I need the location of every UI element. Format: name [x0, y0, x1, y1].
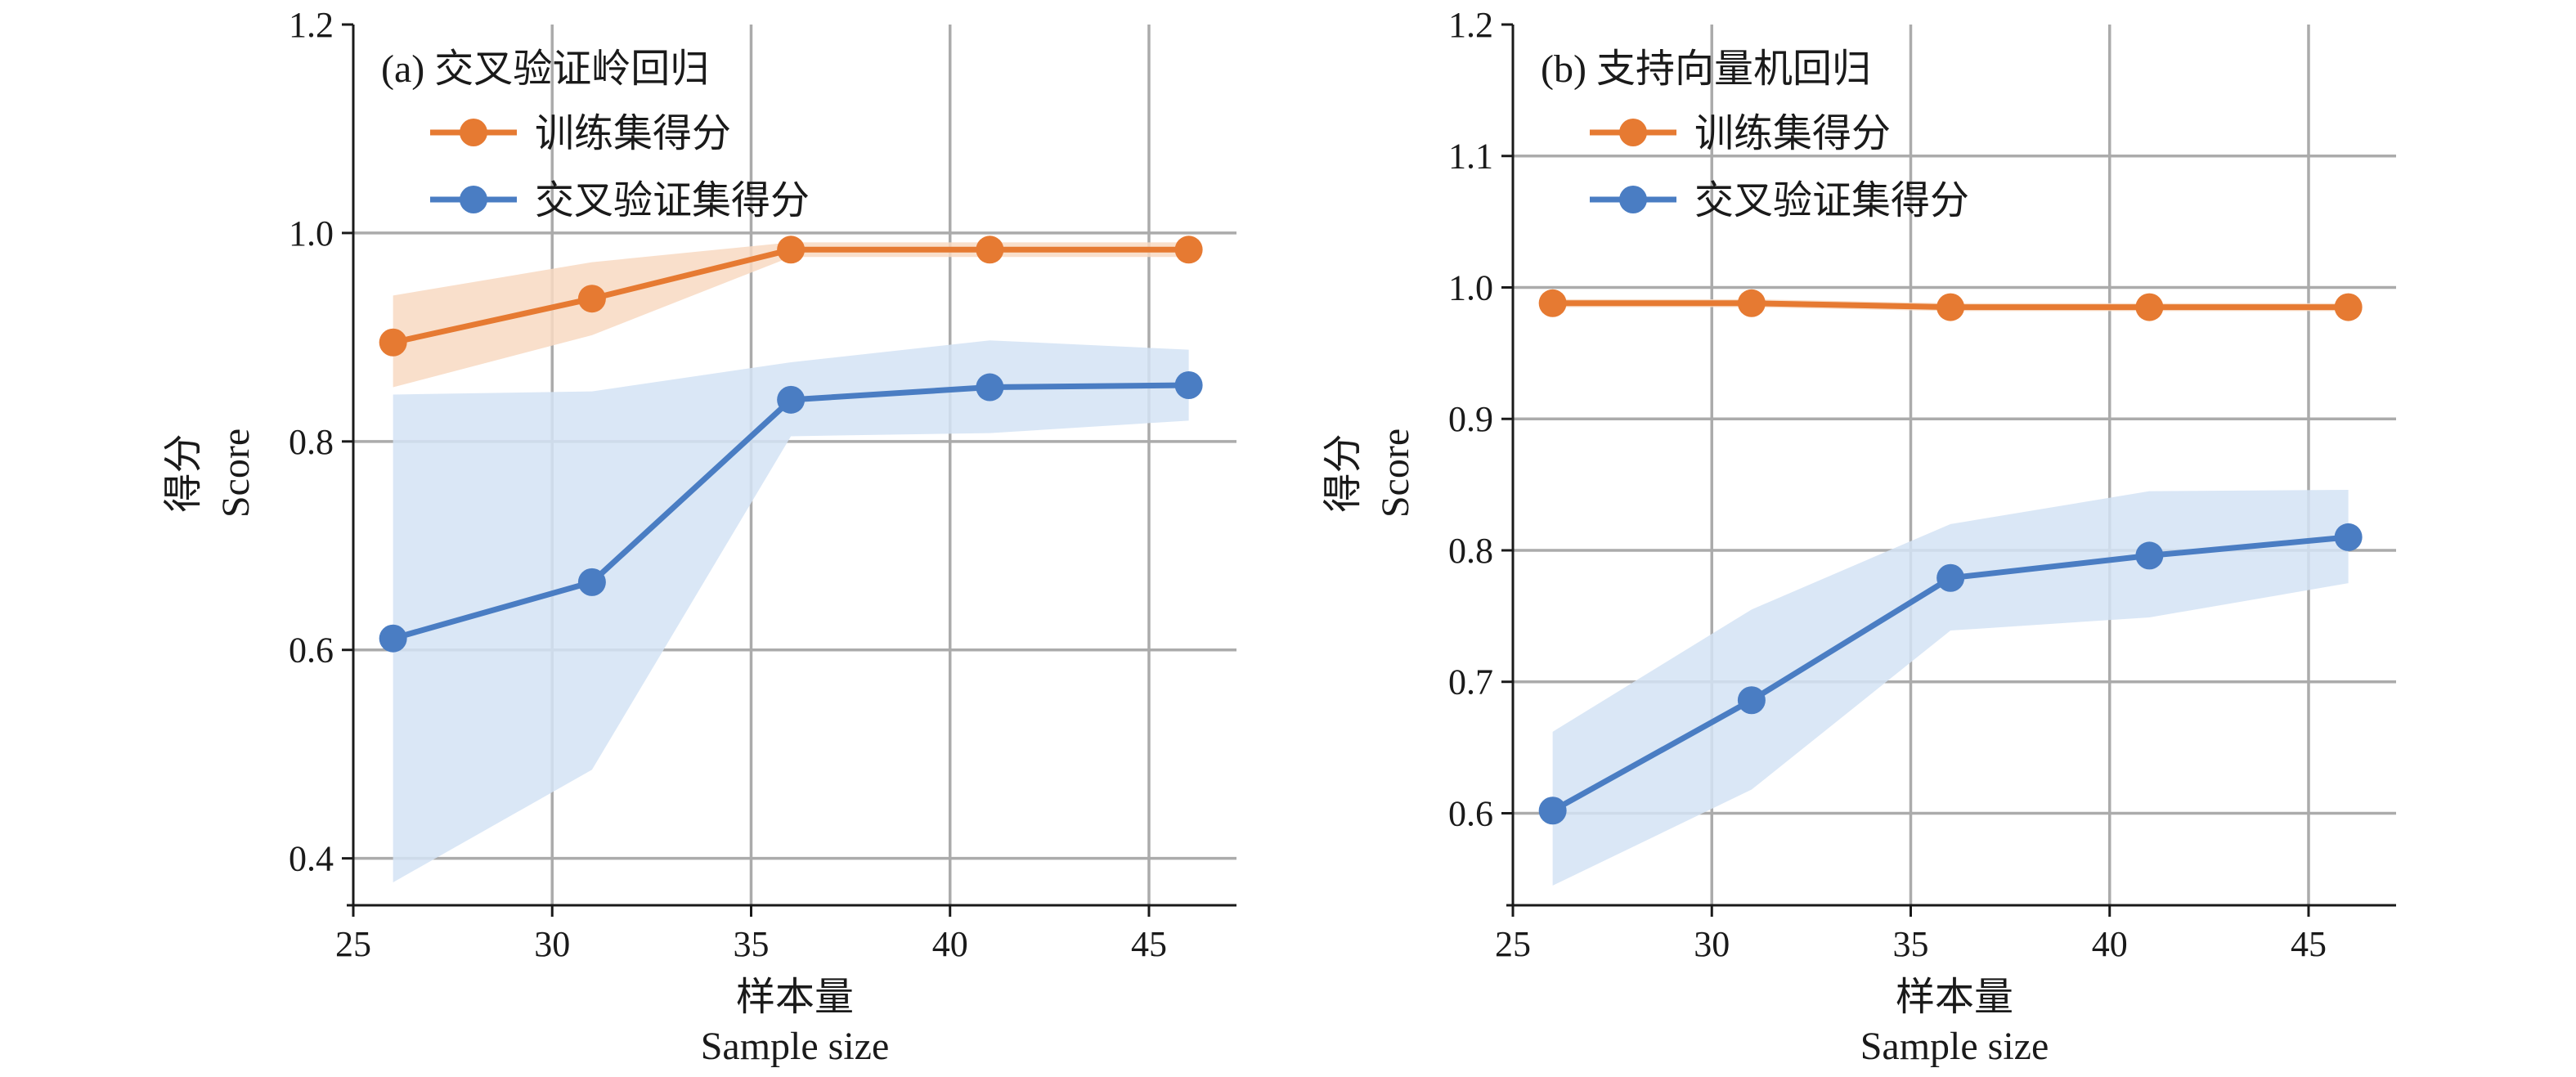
y-tick-label: 0.6 [289, 630, 334, 671]
legend-marker-cv [460, 186, 487, 213]
train-point [379, 328, 407, 357]
y-axis-title: 得分 [1322, 433, 1365, 512]
legend-label-train: 训练集得分 [1694, 112, 1891, 155]
y-tick-label: 1.0 [289, 213, 334, 254]
train-point [1936, 293, 1965, 321]
y-tick-label: 0.8 [289, 422, 334, 462]
legend-marker-cv [1619, 186, 1647, 213]
legend-label-train: 训练集得分 [535, 112, 731, 155]
train-point [1538, 289, 1567, 317]
cv-point [777, 385, 806, 414]
cv-band [1552, 490, 2349, 886]
cv-point [577, 568, 606, 596]
cv-point [1936, 563, 1965, 592]
cv-point [1737, 686, 1766, 715]
y-tick-label: 0.6 [1448, 793, 1493, 833]
train-point [777, 236, 806, 264]
cv-point [379, 624, 407, 653]
legend-marker-train [460, 119, 487, 146]
y-tick-label: 1.1 [1448, 137, 1493, 177]
y-tick-label: 0.7 [1448, 662, 1493, 702]
panel-title: (a) 交叉验证岭回归 [381, 47, 709, 91]
train-point [577, 285, 606, 313]
train-point [2135, 293, 2164, 321]
x-tick-label: 30 [534, 924, 570, 964]
y-axis-title-en: Score [214, 429, 258, 518]
panel-a: 0.4 0.6 0.8 1.0 1.2 25 30 35 40 45 样本量 Sample size 得… [162, 5, 1236, 1068]
x-tick-label: 35 [733, 924, 769, 964]
cv-point [976, 373, 1004, 402]
train-point [1737, 289, 1766, 317]
cv-point [1538, 797, 1567, 825]
x-axis-title-en: Sample size [701, 1025, 890, 1068]
x-tick-label: 45 [1131, 924, 1167, 964]
legend-label-cv: 交叉验证集得分 [535, 179, 810, 222]
y-tick-label: 1.2 [1448, 5, 1493, 45]
train-band [393, 242, 1189, 388]
panel-title: (b) 支持向量机回归 [1541, 47, 1871, 91]
y-tick-label: 0.4 [289, 839, 334, 879]
train-point [1174, 236, 1203, 264]
panel-b: 0.6 0.7 0.8 0.9 1.0 1.1 1.2 25 30 35 40 45 样本量 Sample… [1322, 5, 2396, 1068]
y-axis-title-en: Score [1374, 429, 1417, 518]
legend-label-cv: 交叉验证集得分 [1694, 179, 1969, 222]
y-tick-label: 0.8 [1448, 531, 1493, 571]
y-tick-label: 1.2 [289, 5, 334, 45]
cv-point [2334, 523, 2363, 551]
x-tick-label: 45 [2291, 924, 2327, 964]
y-tick-label: 0.9 [1448, 399, 1493, 439]
y-tick-label: 1.0 [1448, 267, 1493, 307]
train-point [976, 236, 1004, 264]
cv-point [2135, 541, 2164, 570]
x-axis-title: 样本量 [1896, 976, 2013, 1019]
cv-band [393, 340, 1189, 882]
x-axis-title: 样本量 [736, 976, 854, 1019]
legend-marker-train [1619, 119, 1647, 146]
train-point [2334, 293, 2363, 321]
y-axis-title: 得分 [162, 433, 205, 512]
cv-point [1174, 370, 1203, 399]
x-tick-label: 25 [335, 924, 371, 964]
x-tick-label: 40 [932, 924, 968, 964]
x-tick-label: 35 [1892, 924, 1928, 964]
x-tick-label: 30 [1694, 924, 1730, 964]
x-axis-title-en: Sample size [1860, 1025, 2049, 1068]
x-tick-label: 40 [2092, 924, 2128, 964]
x-tick-label: 25 [1495, 924, 1531, 964]
